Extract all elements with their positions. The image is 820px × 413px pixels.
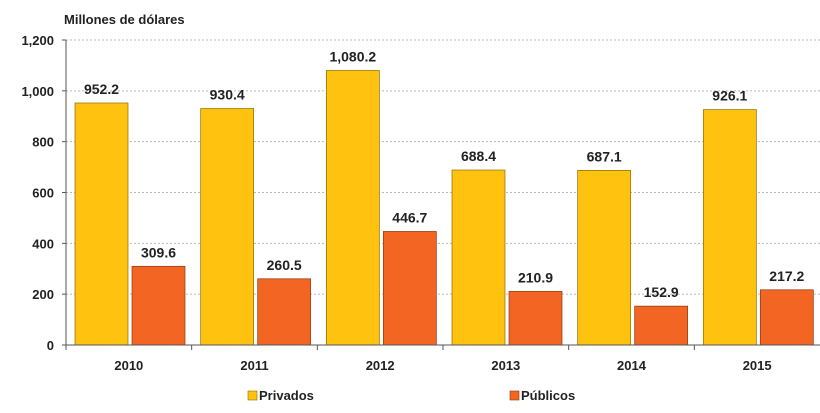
bar-privados-2015 bbox=[702, 109, 757, 346]
bar-publicos-2010 bbox=[131, 265, 186, 346]
y-tick-label: 800 bbox=[32, 135, 54, 150]
y-tick-label: 0 bbox=[47, 338, 54, 353]
bar-publicos-2015 bbox=[759, 289, 814, 346]
data-label-publicos-2013: 210.9 bbox=[518, 269, 553, 285]
bar-privados-2013 bbox=[451, 169, 506, 346]
bar-privados-2011 bbox=[200, 108, 255, 346]
x-tick-label: 2010 bbox=[114, 358, 143, 373]
data-label-publicos-2011: 260.5 bbox=[267, 257, 302, 273]
legend-label-privados: Privados bbox=[259, 388, 314, 403]
x-tick-label: 2014 bbox=[617, 358, 647, 373]
data-label-publicos-2010: 309.6 bbox=[141, 244, 176, 260]
y-tick-label: 400 bbox=[32, 236, 54, 251]
bar-publicos-2012 bbox=[382, 231, 437, 346]
data-label-publicos-2012: 446.7 bbox=[392, 209, 427, 225]
x-axis-ticks: 2010 2011 2012 2013 2014 2015 bbox=[65, 345, 772, 373]
legend-swatch-publicos bbox=[509, 390, 520, 401]
data-label-privados-2010: 952.2 bbox=[84, 81, 119, 97]
y-axis-ticks: 0 200 400 600 800 1,000 1,200 bbox=[21, 33, 66, 353]
gridlines bbox=[66, 39, 820, 295]
y-tick-label: 1,200 bbox=[21, 33, 54, 48]
bar-publicos-2013 bbox=[508, 291, 563, 346]
x-tick-label: 2013 bbox=[491, 358, 520, 373]
bar-publicos-2014 bbox=[634, 305, 689, 346]
data-label-publicos-2015: 217.2 bbox=[769, 268, 804, 284]
x-tick-label: 2012 bbox=[366, 358, 395, 373]
chart-title: Millones de dólares bbox=[64, 12, 185, 27]
y-tick-label: 1,000 bbox=[21, 84, 54, 99]
bars bbox=[74, 70, 814, 346]
data-label-privados-2011: 930.4 bbox=[210, 87, 245, 103]
legend: Privados Públicos bbox=[247, 388, 575, 403]
data-label-publicos-2014: 152.9 bbox=[644, 284, 679, 300]
data-label-privados-2012: 1,080.2 bbox=[329, 48, 376, 64]
bar-privados-2012 bbox=[325, 70, 380, 346]
data-label-privados-2014: 687.1 bbox=[587, 148, 622, 164]
y-tick-label: 200 bbox=[32, 287, 54, 302]
data-labels: 952.2 309.6 930.4 260.5 1,080.2 446.7 688.4 210… bbox=[84, 48, 805, 300]
x-tick-label: 2011 bbox=[240, 358, 268, 373]
bar-publicos-2011 bbox=[257, 278, 312, 346]
legend-swatch-privados bbox=[247, 390, 258, 401]
legend-label-publicos: Públicos bbox=[521, 388, 575, 403]
y-tick-label: 600 bbox=[32, 186, 54, 201]
bar-privados-2014 bbox=[577, 170, 632, 346]
bar-privados-2010 bbox=[74, 102, 129, 346]
data-label-privados-2013: 688.4 bbox=[461, 148, 496, 164]
x-tick-label: 2015 bbox=[743, 358, 772, 373]
data-label-privados-2015: 926.1 bbox=[712, 88, 747, 104]
